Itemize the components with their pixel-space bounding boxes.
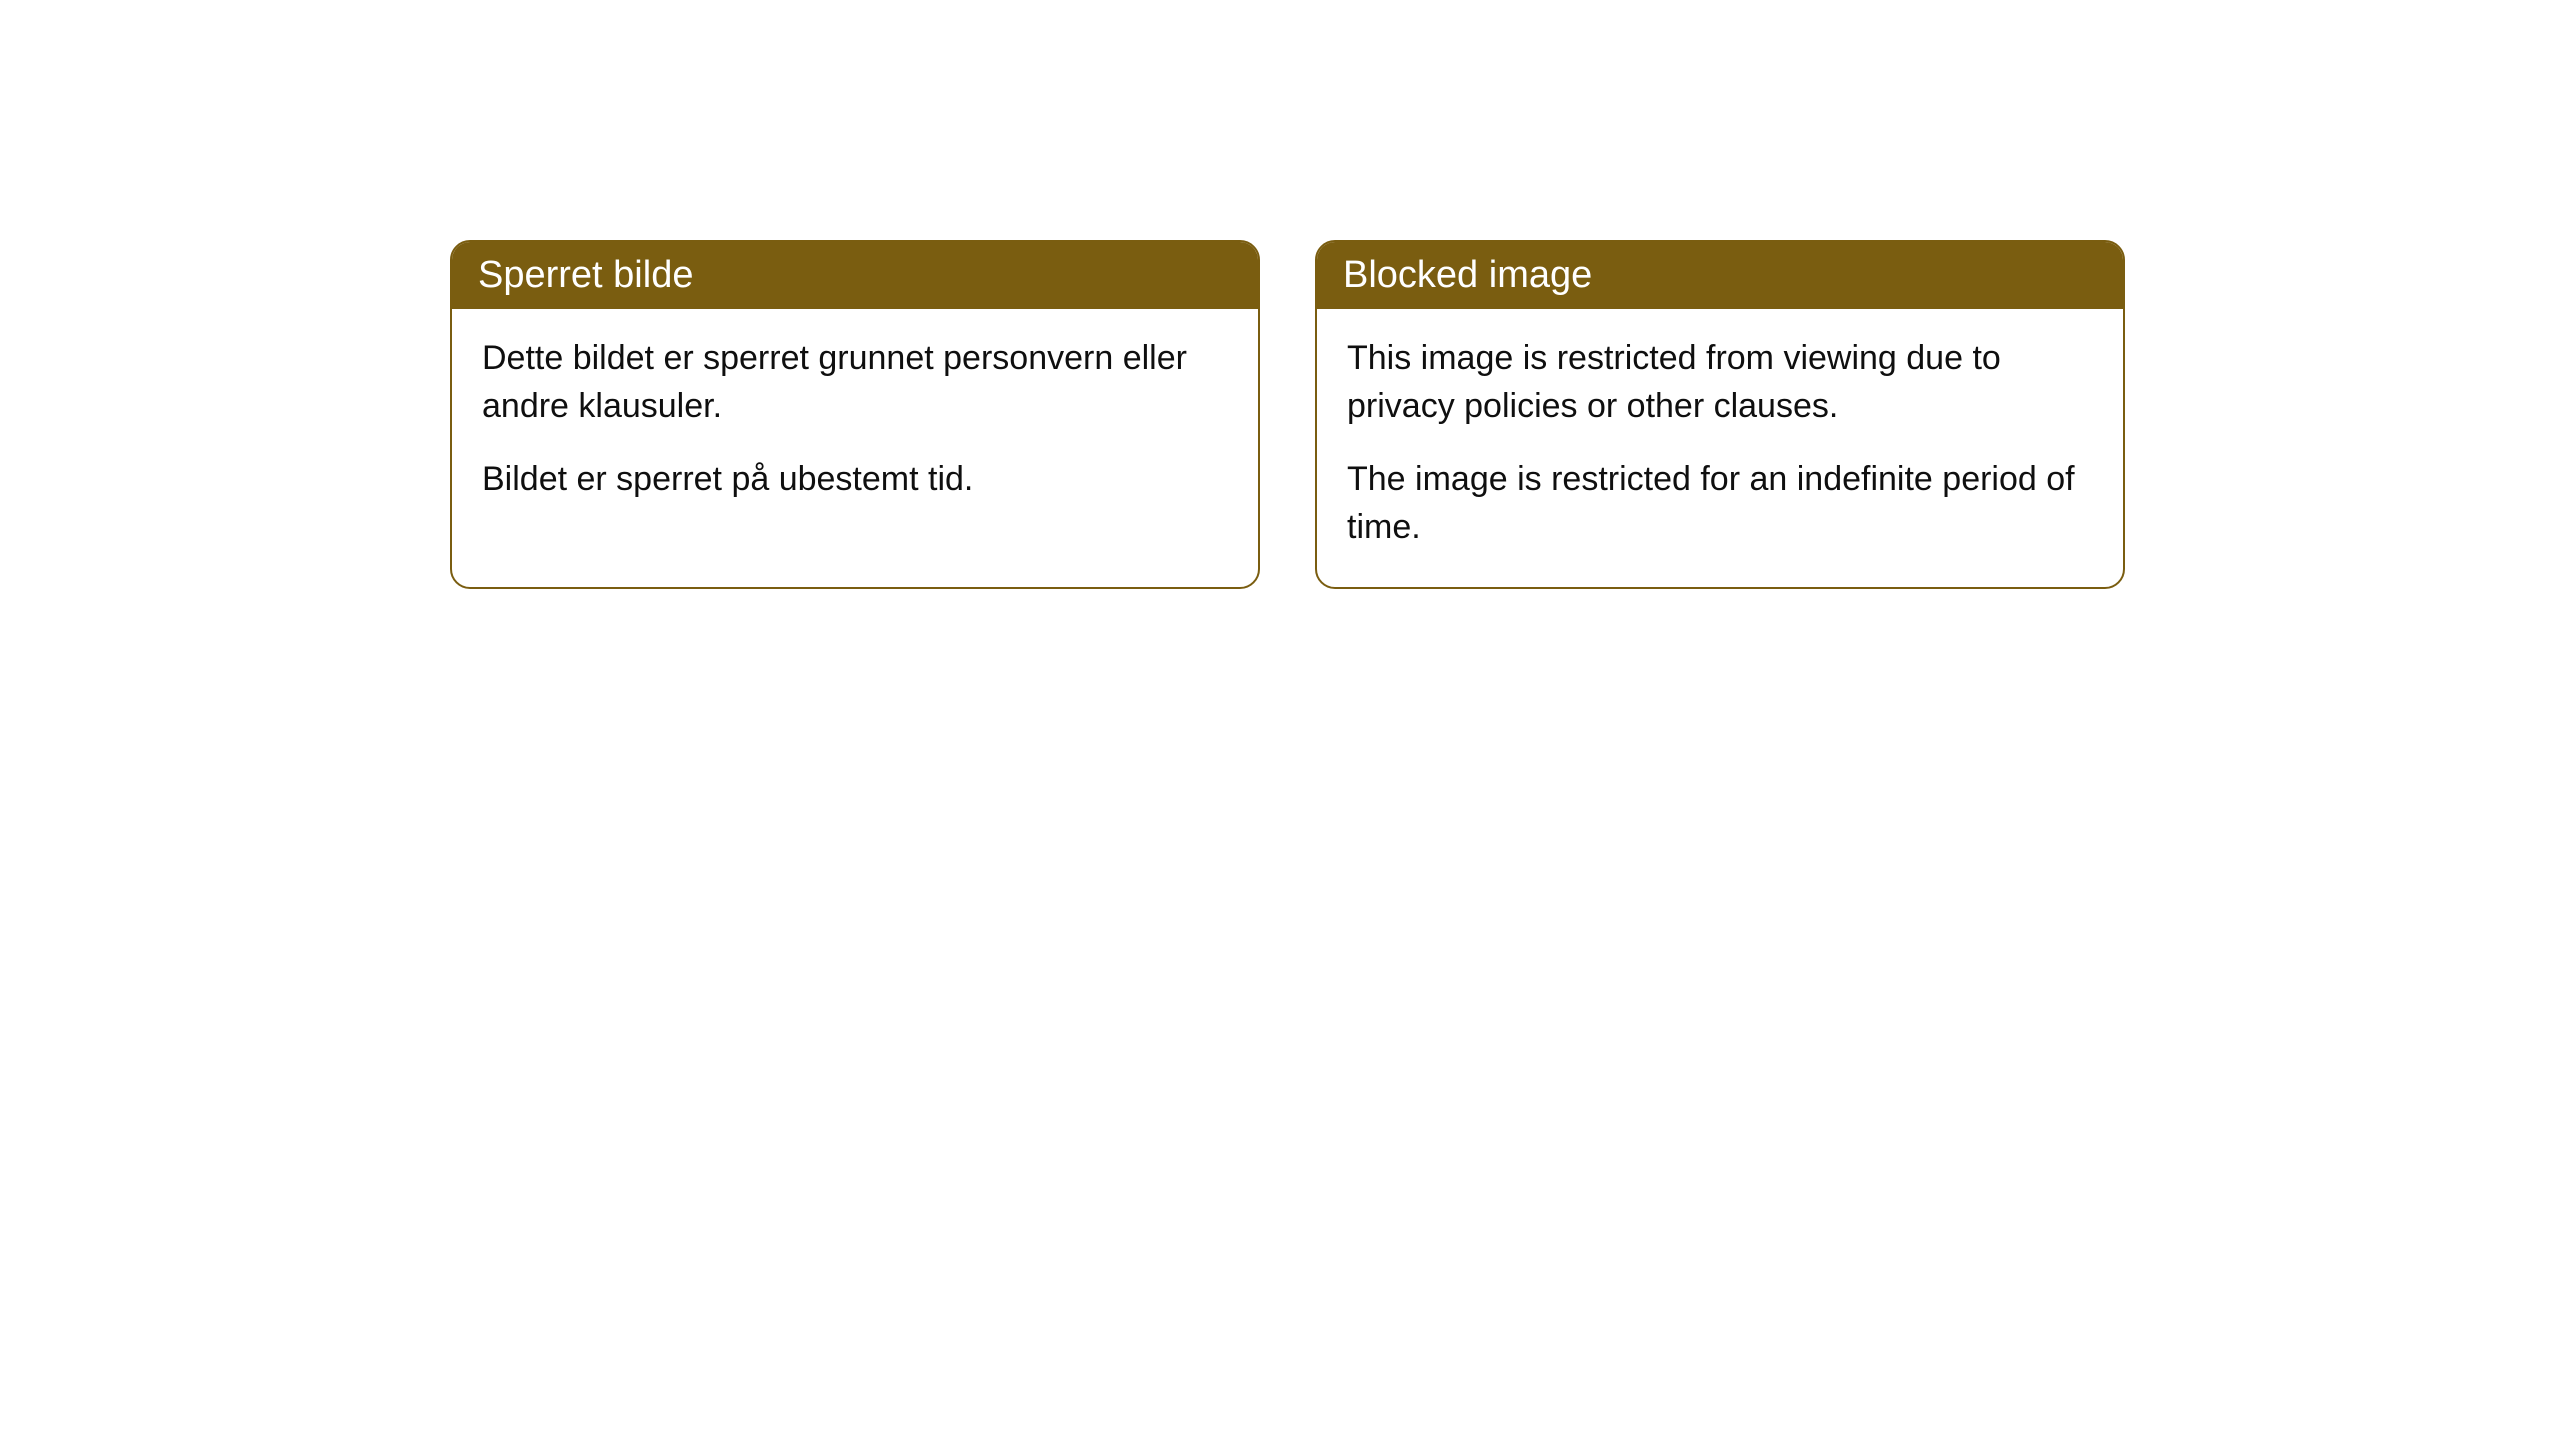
card-body: This image is restricted from viewing du… [1317,309,2123,587]
blocked-image-card-en: Blocked image This image is restricted f… [1315,240,2125,589]
blocked-image-card-no: Sperret bilde Dette bildet er sperret gr… [450,240,1260,589]
card-paragraph: Bildet er sperret på ubestemt tid. [482,456,1228,504]
card-body: Dette bildet er sperret grunnet personve… [452,309,1258,540]
card-title: Blocked image [1343,254,1592,296]
card-title: Sperret bilde [478,254,693,296]
card-paragraph: The image is restricted for an indefinit… [1347,456,2093,551]
card-header: Blocked image [1317,242,2123,309]
notice-cards-container: Sperret bilde Dette bildet er sperret gr… [450,240,2125,589]
card-paragraph: This image is restricted from viewing du… [1347,335,2093,430]
card-header: Sperret bilde [452,242,1258,309]
card-paragraph: Dette bildet er sperret grunnet personve… [482,335,1228,430]
